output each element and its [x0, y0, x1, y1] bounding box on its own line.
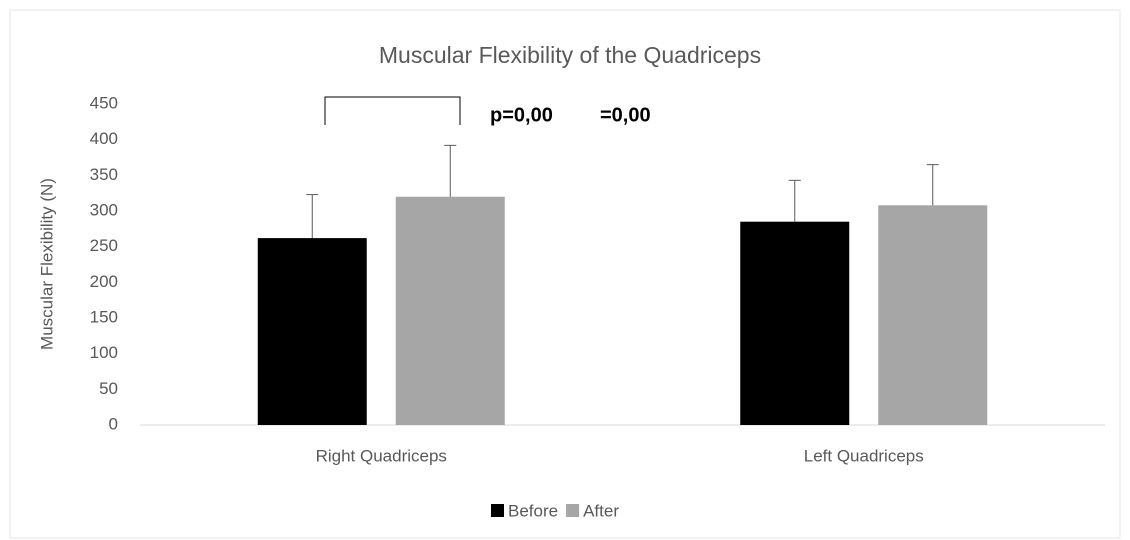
legend-swatch	[566, 504, 580, 517]
x-tick-label: Left Quadriceps	[804, 446, 924, 465]
y-tick-label: 150	[90, 307, 118, 326]
y-tick-label: 350	[90, 165, 118, 184]
error-bar	[306, 194, 319, 239]
chart-frame	[9, 9, 1121, 539]
legend-label: After	[583, 501, 619, 520]
legend-label: Before	[508, 501, 558, 520]
y-tick-label: 250	[90, 236, 118, 255]
y-tick-label: 200	[90, 272, 118, 291]
bar	[878, 205, 988, 425]
y-tick-label: 300	[90, 200, 118, 219]
error-bar	[926, 164, 939, 206]
annotation: p=0,00	[490, 104, 553, 126]
y-tick-label: 50	[99, 379, 118, 398]
y-axis-label: Muscular Flexibility (N)	[37, 178, 56, 350]
y-tick-label: 0	[109, 414, 118, 433]
y-tick-label: 400	[90, 129, 118, 148]
annotation: =0,00	[600, 104, 651, 126]
bar	[740, 221, 850, 425]
significance-bracket	[324, 96, 461, 125]
x-tick-label: Right Quadriceps	[316, 446, 447, 465]
bar	[257, 238, 367, 425]
y-tick-label: 100	[90, 343, 118, 362]
error-bar	[788, 179, 801, 222]
error-bar	[444, 144, 457, 197]
y-tick-label: 450	[90, 93, 118, 112]
bar	[395, 196, 505, 425]
legend-swatch	[491, 504, 504, 517]
chart-title: Muscular Flexibility of the Quadriceps	[379, 42, 761, 68]
